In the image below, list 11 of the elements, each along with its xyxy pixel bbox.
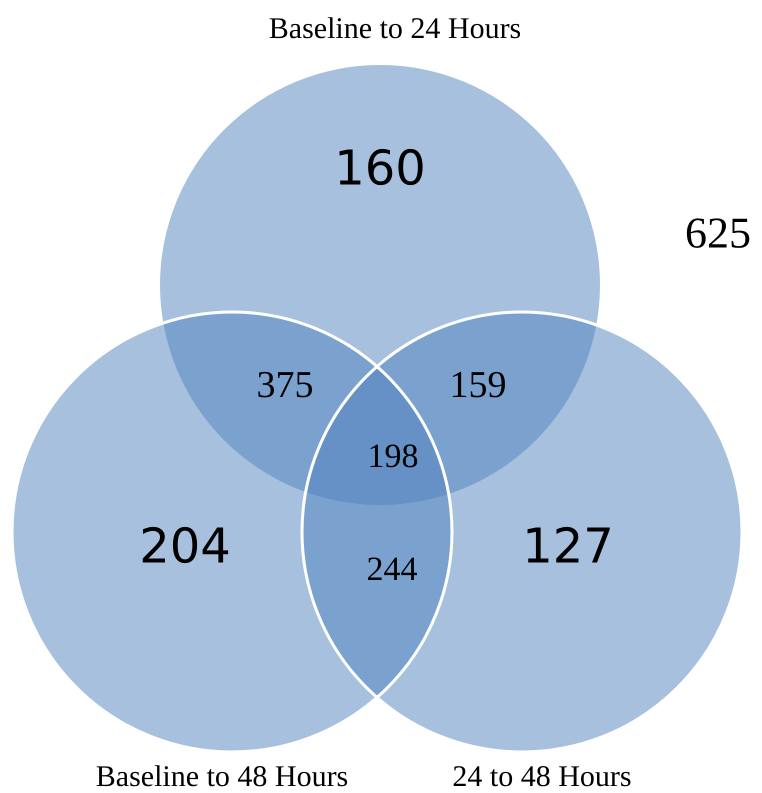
text: 244 <box>366 550 418 588</box>
text: 159 <box>450 364 506 406</box>
data-label: 204 <box>139 518 231 574</box>
category-label: 24 to 48 Hours <box>452 760 632 793</box>
text: 625 <box>685 208 751 258</box>
category-label: Baseline to 48 Hours <box>96 760 348 793</box>
text: 198 <box>368 438 418 475</box>
data-label: 127 <box>522 518 614 574</box>
category-label: Baseline to 24 Hours <box>268 12 522 45</box>
text: 375 <box>256 364 314 406</box>
data-label: 160 <box>334 140 426 196</box>
